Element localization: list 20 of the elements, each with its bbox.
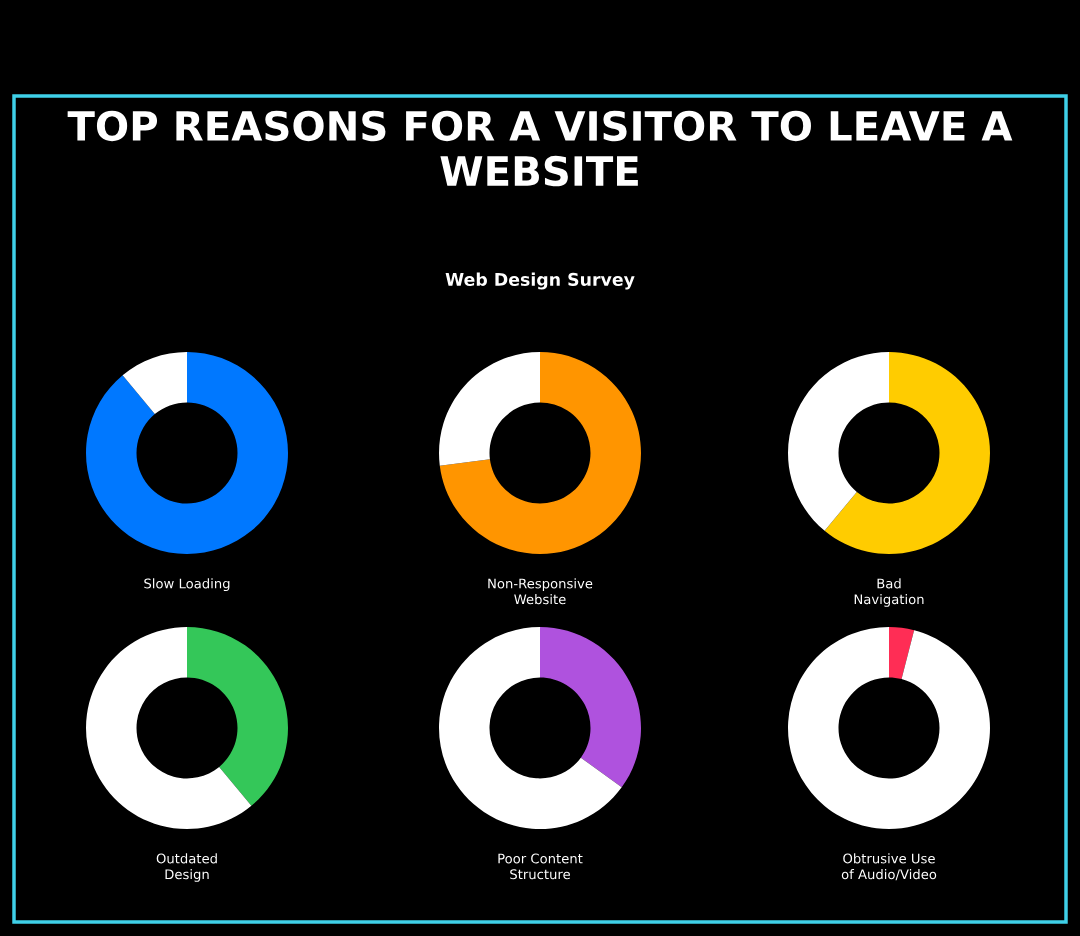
donut-slice — [540, 627, 641, 788]
donut-slice — [86, 352, 288, 554]
donut-slice — [824, 352, 990, 554]
donut-slice — [187, 627, 288, 806]
text: Non-Responsive Website — [488, 578, 593, 605]
text: Poor Content Structure — [498, 853, 583, 880]
text: Bad Navigation — [854, 578, 924, 607]
donut-slice — [788, 627, 990, 829]
donut-slice — [122, 352, 187, 415]
donut-slice — [439, 627, 622, 829]
donut-slice — [86, 627, 252, 829]
donut-slice — [439, 352, 641, 554]
donut-slice — [889, 627, 915, 680]
text: Outdated Design — [156, 853, 217, 882]
text: Web Design Survey — [445, 272, 635, 290]
text: Obtrusive Use of Audio/Video — [841, 853, 937, 881]
text: Slow Loading — [144, 578, 230, 592]
donut-slice — [439, 352, 540, 466]
donut-slice — [788, 352, 889, 531]
text: TOP REASONS FOR A VISITOR TO LEAVE A WEBSITE — [67, 110, 1013, 187]
